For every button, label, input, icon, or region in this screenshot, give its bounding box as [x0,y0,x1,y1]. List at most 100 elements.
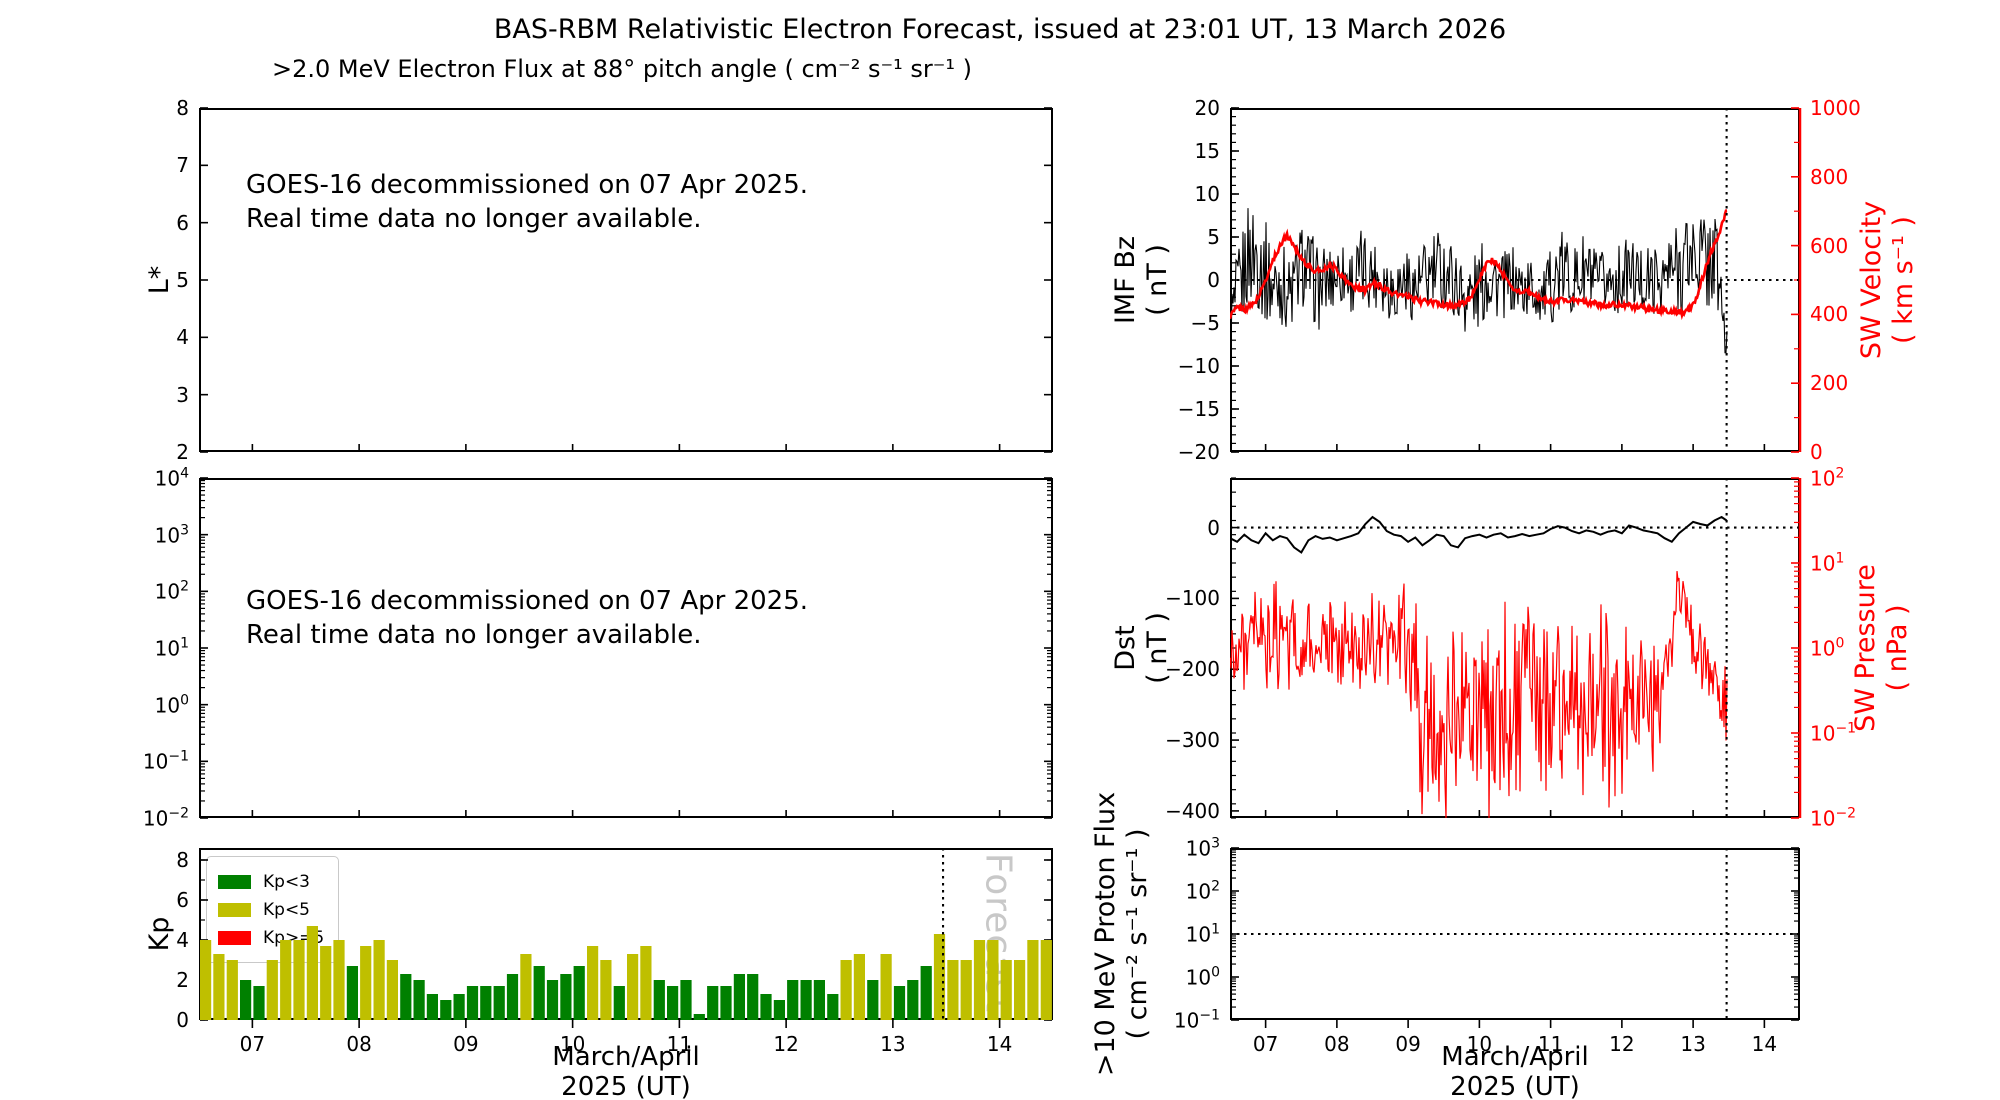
x-axis-label-left: March/April [552,1042,700,1072]
tick-label: 100 [1185,964,1220,990]
tick-label: 11 [1537,1032,1564,1056]
kp-legend: Kp<3 Kp<5 Kp>=5 [206,856,340,963]
tick-label: 10−1 [142,749,189,774]
tick-label: 100 [1810,635,1845,661]
tick-label: −100 [1165,586,1220,611]
proton-axis-label-line2: ( cm⁻² s⁻¹ sr⁻¹ ) [1122,828,1153,1040]
tick-label: −5 [1190,311,1220,335]
tick-label: 07 [1252,1032,1279,1056]
tick-label: 2 [176,968,189,992]
imf-axis-label: IMF Bz ( nT ) [1110,236,1174,324]
electron-flux-lstar-panel [199,108,1053,452]
tick-label: 101 [1810,550,1845,576]
tick-label: 08 [1324,1032,1350,1056]
kp-axis-label: Kp [144,916,175,952]
kp-legend-swatch [218,874,251,889]
tick-label: 15 [1194,139,1220,163]
tick-label: −20 [1177,440,1220,464]
lstar-axis-label: L* [144,265,175,295]
imf-axis-label-line1: IMF Bz [1110,235,1141,325]
tick-label: 1000 [1810,96,1861,120]
kp-legend-swatch [218,902,251,917]
tick-label: 0 [1810,440,1823,464]
forecast-watermark: Forecast [977,852,1019,1014]
tick-label: 3 [176,382,189,407]
tick-label: 8 [176,848,189,872]
tick-label: 8 [176,96,189,120]
swv-axis-label-line1: SW Velocity [1856,200,1887,360]
tick-label: −15 [1177,397,1220,421]
kp-legend-item: Kp<5 [218,897,324,922]
tick-label: 11 [666,1032,693,1056]
message-line: GOES-16 decommissioned on 07 Apr 2025. [246,586,808,616]
tick-label: 10−1 [1810,720,1857,746]
tick-label: 104 [154,465,189,491]
tick-label: 102 [1185,878,1220,904]
page-title: BAS-RBM Relativistic Electron Forecast, … [493,14,1507,45]
tick-label: −10 [1177,354,1220,378]
kp-legend-label: Kp>=5 [263,927,325,948]
tick-label: 10−2 [1810,805,1857,831]
electron-flux-title: >2.0 MeV Electron Flux at 88° pitch angl… [271,55,973,83]
tick-label: 08 [346,1032,372,1056]
kp-legend-item: Kp<3 [218,869,324,894]
dst-pressure-panel [1230,478,1800,818]
tick-label: 10 [1466,1032,1493,1056]
message-line: Real time data no longer available. [246,620,702,650]
tick-label: −400 [1165,798,1220,823]
tick-label: 14 [1751,1032,1778,1056]
tick-label: −200 [1165,657,1220,682]
swv-axis-label-line2: ( km s⁻¹ ) [1888,216,1919,344]
tick-label: 2 [176,440,189,464]
tick-label: 10 [559,1032,586,1056]
imf-axis-label-line2: ( nT ) [1142,244,1173,316]
tick-label: 101 [154,635,189,661]
tick-label: 101 [1185,921,1220,947]
kp-legend-item: Kp>=5 [218,925,324,950]
tick-label: 6 [176,888,189,912]
message-line: GOES-16 decommissioned on 07 Apr 2025. [246,170,808,200]
decommission-message-1: GOES-16 decommissioned on 07 Apr 2025. R… [246,168,808,236]
x-axis-label2-right: 2025 (UT) [1450,1072,1580,1100]
tick-label: 800 [1810,164,1849,189]
tick-label: 14 [986,1032,1013,1056]
imf-sw-panel [1230,108,1800,452]
tick-label: 10 [1194,182,1220,206]
tick-label: 7 [176,153,189,178]
tick-label: 103 [1185,835,1220,861]
tick-label: 13 [880,1032,906,1056]
tick-label: 10−2 [142,805,189,831]
sw-velocity-axis-label: SW Velocity ( km s⁻¹ ) [1856,201,1920,359]
kp-legend-swatch [218,930,251,945]
proton-flux-panel [1230,848,1800,1020]
swp-axis-label-line2: ( nPa ) [1882,604,1913,692]
tick-label: 0 [176,1008,189,1032]
tick-label: 400 [1810,302,1849,327]
sw-pressure-axis-label: SW Pressure ( nPa ) [1850,564,1914,732]
tick-label: 0 [1207,268,1220,292]
kp-legend-label: Kp<5 [263,899,310,920]
tick-label: 13 [1680,1032,1706,1056]
dst-axis-label-line1: Dst [1110,625,1141,671]
decommission-message-2: GOES-16 decommissioned on 07 Apr 2025. R… [246,584,808,652]
swp-axis-label-line1: SW Pressure [1850,564,1881,732]
proton-axis-label: >10 MeV Proton Flux ( cm⁻² s⁻¹ sr⁻¹ ) [1090,792,1154,1076]
tick-label: 100 [154,692,189,717]
x-axis-label2-left: 2025 (UT) [561,1072,691,1100]
proton-axis-label-line1: >10 MeV Proton Flux [1090,791,1121,1077]
kp-legend-label: Kp<3 [263,871,310,892]
tick-label: 200 [1810,371,1849,396]
tick-label: 5 [176,268,189,292]
tick-label: 600 [1810,233,1849,258]
tick-label: 20 [1194,96,1220,120]
tick-label: 4 [176,928,189,952]
tick-label: 4 [176,325,189,350]
tick-label: 10−1 [1173,1007,1220,1033]
x-axis-label-right: March/April [1441,1042,1589,1072]
tick-label: 12 [1609,1032,1635,1056]
tick-label: 12 [773,1032,799,1056]
tick-label: 0 [1207,515,1220,540]
tick-label: 103 [154,522,189,547]
message-line: Real time data no longer available. [246,204,702,234]
